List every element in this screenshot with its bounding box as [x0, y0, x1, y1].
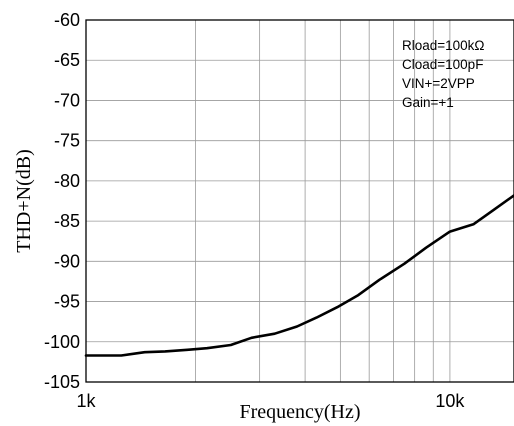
plot-frame: [85, 19, 514, 383]
y-tick-label: -105: [44, 372, 80, 392]
annotation-line: VIN+=2VPP: [402, 76, 475, 91]
annotation-line: Cload=100pF: [402, 57, 483, 72]
annotation-line: Gain=+1: [402, 95, 454, 110]
y-axis-ticks: -60 -65 -70 -75 -80 -85 -90 -95 -100 -105: [44, 10, 80, 392]
y-tick-label: -100: [44, 332, 80, 352]
series-line: [84, 194, 514, 357]
x-tick-label: 10k: [435, 391, 465, 411]
y-axis-title: THD+N(dB): [13, 149, 35, 253]
y-tick-label: -80: [54, 171, 80, 191]
y-tick-label: -70: [54, 90, 80, 110]
grid-lines: [86, 19, 514, 383]
conditions-annotation: Rload=100kΩ Cload=100pF VIN+=2VPP Gain=+1: [402, 38, 485, 110]
y-tick-label: -85: [54, 211, 80, 231]
y-tick-label: -65: [54, 50, 80, 70]
x-tick-label: 1k: [76, 391, 96, 411]
y-tick-label: -90: [54, 251, 80, 271]
x-axis-ticks: 1k 10k: [76, 391, 465, 411]
y-tick-label: -95: [54, 292, 80, 312]
x-axis-title: Frequency(Hz): [239, 401, 360, 423]
annotation-line: Rload=100kΩ: [402, 38, 485, 53]
y-tick-label: -60: [54, 10, 80, 30]
y-tick-label: -75: [54, 131, 80, 151]
